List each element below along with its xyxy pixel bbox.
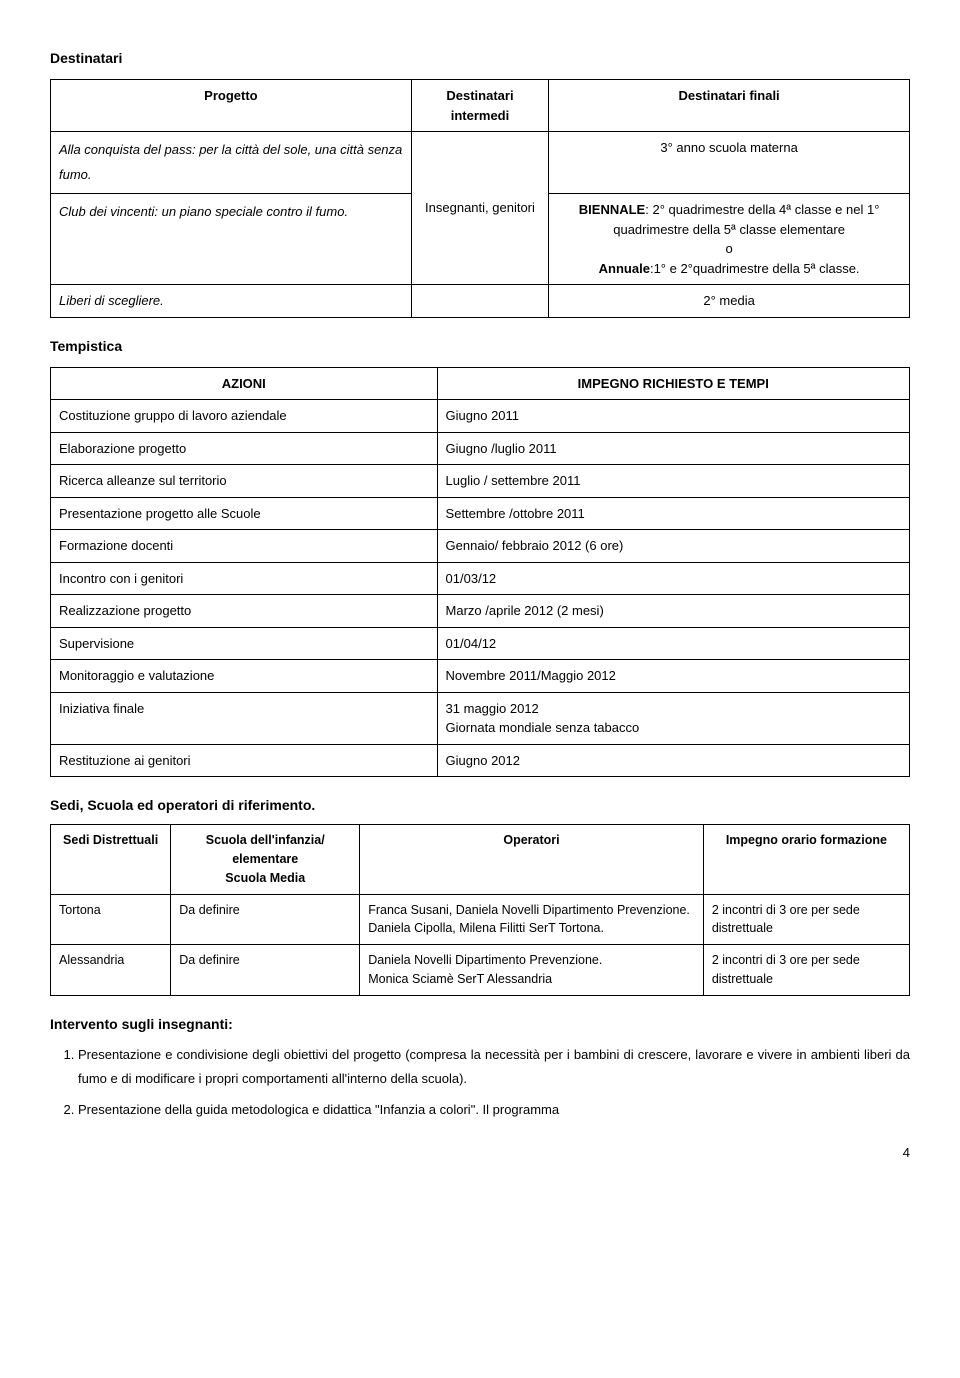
intervento-heading: Intervento sugli insegnanti: <box>50 1014 910 1035</box>
th-impegno-orario: Impegno orario formazione <box>703 825 909 894</box>
list-item-2: Presentazione della guida metodologica e… <box>78 1098 910 1123</box>
table-row: Elaborazione progettoGiugno /luglio 2011 <box>51 432 910 465</box>
biennale-text: : 2° quadrimestre della 4ª classe e nel … <box>613 202 879 237</box>
annuale-label: Annuale <box>599 261 650 276</box>
cell-tempo: Luglio / settembre 2011 <box>437 465 909 498</box>
biennale-label: BIENNALE <box>579 202 645 217</box>
cell-impegno: 2 incontri di 3 ore per sede distrettual… <box>703 894 909 945</box>
th-finali: Destinatari finali <box>549 80 910 132</box>
table-row: Monitoraggio e valutazioneNovembre 2011/… <box>51 660 910 693</box>
cell-scuola: Da definire <box>171 945 360 996</box>
cell-azione: Costituzione gruppo di lavoro aziendale <box>51 400 438 433</box>
cell-azione: Ricerca alleanze sul territorio <box>51 465 438 498</box>
th-scuola: Scuola dell'infanzia/ elementare Scuola … <box>171 825 360 894</box>
o-separator: o <box>557 239 901 259</box>
cell-progetto-2: Club dei vincenti: un piano speciale con… <box>51 194 412 285</box>
cell-tempo: Giugno 2011 <box>437 400 909 433</box>
cell-scuola: Da definire <box>171 894 360 945</box>
page-number: 4 <box>50 1143 910 1163</box>
cell-azione: Iniziativa finale <box>51 692 438 744</box>
cell-impegno: 2 incontri di 3 ore per sede distrettual… <box>703 945 909 996</box>
tempistica-heading: Tempistica <box>50 336 910 357</box>
cell-tempo: Settembre /ottobre 2011 <box>437 497 909 530</box>
cell-azione: Realizzazione progetto <box>51 595 438 628</box>
cell-progetto-3: Liberi di scegliere. <box>51 285 412 318</box>
cell-intermedi: Insegnanti, genitori <box>411 132 548 285</box>
th-progetto: Progetto <box>51 80 412 132</box>
th-sedi: Sedi Distrettuali <box>51 825 171 894</box>
cell-azione: Restituzione ai genitori <box>51 744 438 777</box>
cell-azione: Incontro con i genitori <box>51 562 438 595</box>
cell-tempo: 31 maggio 2012 Giornata mondiale senza t… <box>437 692 909 744</box>
table-row: Formazione docentiGennaio/ febbraio 2012… <box>51 530 910 563</box>
cell-tempo: 01/04/12 <box>437 627 909 660</box>
th-azioni: AZIONI <box>51 367 438 400</box>
table-row: Incontro con i genitori01/03/12 <box>51 562 910 595</box>
cell-tempo: Giugno /luglio 2011 <box>437 432 909 465</box>
sedi-heading: Sedi, Scuola ed operatori di riferimento… <box>50 795 910 816</box>
table-row: Costituzione gruppo di lavoro aziendaleG… <box>51 400 910 433</box>
cell-azione: Formazione docenti <box>51 530 438 563</box>
cell-tempo: Novembre 2011/Maggio 2012 <box>437 660 909 693</box>
tempistica-table: AZIONI IMPEGNO RICHIESTO E TEMPI Costitu… <box>50 367 910 778</box>
destinatari-table: Progetto Destinatari intermedi Destinata… <box>50 79 910 318</box>
cell-azione: Presentazione progetto alle Scuole <box>51 497 438 530</box>
th-impegno: IMPEGNO RICHIESTO E TEMPI <box>437 367 909 400</box>
cell-progetto-1: Alla conquista del pass: per la città de… <box>51 132 412 194</box>
sedi-table: Sedi Distrettuali Scuola dell'infanzia/ … <box>50 824 910 995</box>
table-row: Restituzione ai genitoriGiugno 2012 <box>51 744 910 777</box>
annuale-text: :1° e 2°quadrimestre della 5ª classe. <box>650 261 860 276</box>
cell-finali-1: 3° anno scuola materna <box>549 132 910 194</box>
cell-intermedi-empty <box>411 285 548 318</box>
cell-tempo: 01/03/12 <box>437 562 909 595</box>
list-item-1: Presentazione e condivisione degli obiet… <box>78 1043 910 1092</box>
table-row: AlessandriaDa definireDaniela Novelli Di… <box>51 945 910 996</box>
cell-sede: Alessandria <box>51 945 171 996</box>
table-row: Supervisione01/04/12 <box>51 627 910 660</box>
intervento-list: Presentazione e condivisione degli obiet… <box>50 1043 910 1123</box>
cell-finali-3: 2° media <box>549 285 910 318</box>
table-row: Ricerca alleanze sul territorioLuglio / … <box>51 465 910 498</box>
cell-sede: Tortona <box>51 894 171 945</box>
table-row: Presentazione progetto alle ScuoleSettem… <box>51 497 910 530</box>
cell-azione: Elaborazione progetto <box>51 432 438 465</box>
cell-tempo: Gennaio/ febbraio 2012 (6 ore) <box>437 530 909 563</box>
cell-tempo: Marzo /aprile 2012 (2 mesi) <box>437 595 909 628</box>
cell-azione: Monitoraggio e valutazione <box>51 660 438 693</box>
th-operatori: Operatori <box>360 825 704 894</box>
th-intermedi: Destinatari intermedi <box>411 80 548 132</box>
cell-operatori: Franca Susani, Daniela Novelli Dipartime… <box>360 894 704 945</box>
cell-operatori: Daniela Novelli Dipartimento Prevenzione… <box>360 945 704 996</box>
table-row: Realizzazione progettoMarzo /aprile 2012… <box>51 595 910 628</box>
cell-azione: Supervisione <box>51 627 438 660</box>
cell-finali-2: BIENNALE: 2° quadrimestre della 4ª class… <box>549 194 910 285</box>
table-row: TortonaDa definireFranca Susani, Daniela… <box>51 894 910 945</box>
destinatari-heading: Destinatari <box>50 48 910 69</box>
table-row: Iniziativa finale31 maggio 2012 Giornata… <box>51 692 910 744</box>
cell-tempo: Giugno 2012 <box>437 744 909 777</box>
